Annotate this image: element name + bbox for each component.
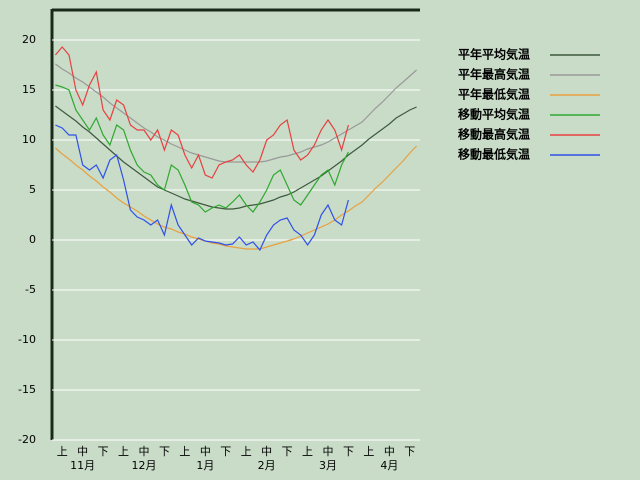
month-label: 3月 bbox=[319, 459, 337, 472]
month-label: 4月 bbox=[380, 459, 398, 472]
x-tick-label: 上 bbox=[363, 445, 374, 458]
y-tick-label: 10 bbox=[22, 133, 36, 146]
month-label: 11月 bbox=[70, 459, 95, 472]
x-tick-label: 上 bbox=[118, 445, 129, 458]
x-tick-label: 下 bbox=[404, 445, 415, 458]
legend-label: 移動平均気温 bbox=[458, 107, 530, 122]
x-tick-label: 中 bbox=[200, 445, 211, 458]
series-line bbox=[55, 145, 418, 250]
y-tick-label: -15 bbox=[18, 383, 36, 396]
legend-label: 移動最低気温 bbox=[458, 147, 530, 162]
legend-label: 平年最高気温 bbox=[458, 67, 530, 82]
y-tick-label: 20 bbox=[22, 33, 36, 46]
x-tick-label: 下 bbox=[343, 445, 354, 458]
month-label: 12月 bbox=[132, 459, 157, 472]
series-line bbox=[55, 124, 349, 252]
y-tick-label: -20 bbox=[18, 433, 36, 446]
y-tick-label: 0 bbox=[29, 233, 36, 246]
x-tick-label: 上 bbox=[57, 445, 68, 458]
x-tick-label: 下 bbox=[159, 445, 170, 458]
x-tick-label: 下 bbox=[282, 445, 293, 458]
legend-label: 平年平均気温 bbox=[458, 47, 530, 62]
legend-label: 平年最低気温 bbox=[458, 87, 530, 102]
month-label: 1月 bbox=[196, 459, 214, 472]
month-label: 2月 bbox=[258, 459, 276, 472]
series-line bbox=[55, 84, 349, 213]
x-tick-label: 中 bbox=[384, 445, 395, 458]
series-line bbox=[55, 105, 417, 210]
x-tick-label: 中 bbox=[323, 445, 334, 458]
x-tick-label: 中 bbox=[261, 445, 272, 458]
series-line bbox=[54, 46, 349, 179]
x-tick-label: 下 bbox=[220, 445, 231, 458]
x-tick-label: 中 bbox=[139, 445, 150, 458]
series-line bbox=[55, 63, 417, 163]
y-tick-label: -10 bbox=[18, 333, 36, 346]
legend-label: 移動最高気温 bbox=[458, 127, 530, 142]
x-tick-label: 下 bbox=[98, 445, 109, 458]
x-tick-label: 上 bbox=[302, 445, 313, 458]
x-tick-label: 中 bbox=[77, 445, 88, 458]
y-tick-label: 15 bbox=[22, 83, 36, 96]
x-tick-label: 上 bbox=[241, 445, 252, 458]
y-tick-label: -5 bbox=[25, 283, 36, 296]
x-tick-label: 上 bbox=[179, 445, 190, 458]
y-tick-label: 5 bbox=[29, 183, 36, 196]
